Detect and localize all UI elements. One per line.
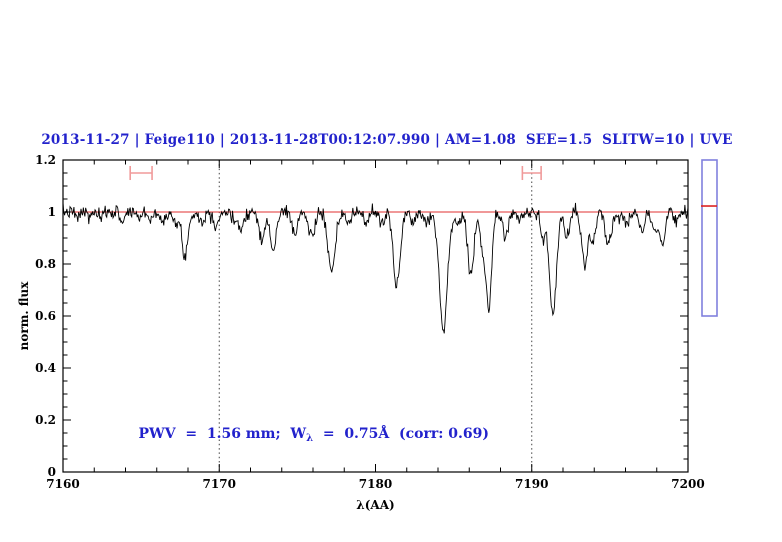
x-axis-label: λ(AA) (356, 498, 394, 512)
x-tick-label: 7190 (515, 477, 548, 491)
y-tick-label: 0.6 (35, 309, 56, 323)
y-tick-label: 0.2 (35, 413, 56, 427)
y-tick-label: 0.4 (35, 361, 56, 375)
colorbar (701, 159, 718, 317)
plot-title: 2013-11-27 | Feige110 | 2013-11-28T00:12… (41, 132, 733, 148)
x-tick-label: 7160 (46, 477, 79, 491)
pwv-annotation-sub: λ (306, 433, 314, 444)
y-tick-label: 1 (48, 205, 56, 219)
pwv-annotation: PWV = 1.56 mm; Wλ = 0.75Å (corr: 0.69) (119, 410, 490, 460)
spectrum-line (62, 202, 689, 334)
x-tick-label: 7200 (671, 477, 704, 491)
pwv-annotation-post: = 0.75Å (corr: 0.69) (313, 426, 490, 442)
y-tick-label: 0 (48, 465, 56, 479)
pwv-annotation-pre: PWV = 1.56 mm; W (138, 426, 307, 442)
x-tick-label: 7180 (359, 477, 392, 491)
x-tick-label: 7170 (203, 477, 236, 491)
y-tick-label: 0.8 (35, 257, 56, 271)
y-tick-label: 1.2 (35, 153, 56, 167)
